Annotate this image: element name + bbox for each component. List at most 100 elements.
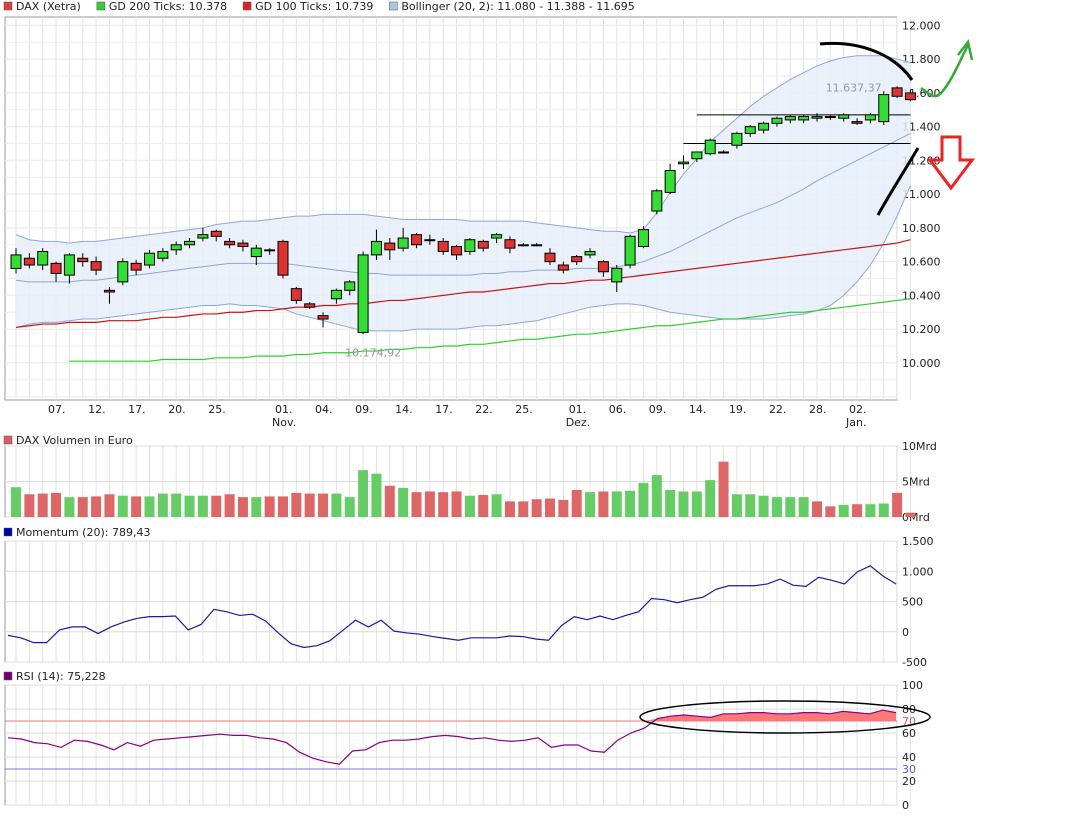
candle-body (704, 139, 716, 155)
price-ytick-label: 10.400 (902, 289, 941, 302)
candle-body (504, 239, 516, 249)
x-tick-label: 20. (168, 403, 186, 416)
candle (531, 243, 543, 247)
volume-bar (51, 492, 62, 517)
volume-bar (665, 490, 676, 517)
candle-body (477, 240, 489, 249)
bollinger-band (16, 55, 911, 331)
candle (130, 259, 142, 276)
candle-body (824, 116, 836, 119)
volume-bar (771, 497, 782, 517)
candle-body (37, 251, 49, 266)
candle-body (531, 244, 543, 247)
candle (557, 261, 569, 274)
x-tick-label: 12. (88, 403, 106, 416)
candle (731, 131, 743, 149)
candle (477, 239, 489, 252)
volume-bar (611, 491, 622, 517)
volume-bar (411, 492, 422, 517)
volume-ytick-label: 5Mrd (902, 476, 930, 489)
candle-body (758, 122, 770, 131)
candle-body (451, 245, 463, 256)
candle-body (864, 114, 876, 121)
x-tick-label: 25. (515, 403, 533, 416)
volume-bar (758, 495, 769, 517)
candle (277, 239, 289, 279)
candle-body (264, 249, 276, 252)
price-ytick-label: 11.000 (902, 188, 941, 201)
candle-body (50, 262, 62, 274)
volume-bar (398, 487, 409, 517)
volume-bar (304, 493, 315, 517)
candle (264, 248, 276, 255)
x-tick-label: 28. (809, 403, 827, 416)
candle (23, 253, 35, 269)
volume-bar (424, 491, 435, 517)
x-tick-label: 17. (128, 403, 146, 416)
candle-body (878, 94, 890, 123)
legend-swatch (3, 671, 13, 681)
candle-body (718, 151, 730, 154)
candle (664, 163, 676, 195)
candle (144, 249, 155, 269)
candle (170, 241, 182, 255)
candle-body (237, 242, 249, 247)
candle (451, 244, 463, 260)
candle-body (210, 230, 222, 237)
x-tick-label: 02. (849, 403, 867, 416)
volume-bar (77, 497, 88, 517)
candle-body (170, 244, 182, 251)
candle (330, 288, 342, 304)
volume-bar (558, 499, 569, 517)
rsi-ytick-label: 30 (902, 763, 916, 776)
volume-bar (157, 493, 168, 517)
candle (344, 280, 356, 296)
volume-bar (131, 496, 142, 517)
rsi-ytick-label: 60 (902, 727, 916, 740)
candle (304, 302, 316, 309)
candle-body (411, 234, 422, 246)
volume-bar (705, 480, 716, 517)
price-ytick-label: 10.000 (902, 357, 941, 370)
candle (250, 244, 262, 266)
candle-body (784, 116, 796, 121)
candle (678, 155, 689, 169)
volume-bar (638, 482, 649, 517)
momentum-line (7, 565, 897, 649)
rsi-overbought-fill (8, 710, 896, 721)
candle-body (571, 256, 583, 263)
x-month-label: Jan. (845, 416, 866, 429)
x-tick-label: 01. (569, 403, 587, 416)
candle-body (424, 239, 436, 242)
candle (437, 238, 449, 255)
x-tick-label: 06. (609, 403, 627, 416)
candle (37, 248, 49, 271)
candle-body (290, 288, 302, 301)
candle (103, 286, 115, 304)
volume-bar (545, 498, 555, 517)
candle-body (10, 254, 22, 269)
volume-bar (878, 503, 889, 517)
momentum-ytick-label: 500 (902, 596, 923, 609)
candle (210, 229, 222, 242)
volume-bar (531, 499, 542, 517)
candle-body (851, 121, 863, 124)
candle-body (771, 117, 783, 124)
candle-body (63, 254, 75, 276)
x-tick-label: 19. (729, 403, 747, 416)
candle (50, 261, 62, 282)
candle-body (798, 116, 810, 121)
volume-bar (358, 470, 369, 517)
x-tick-label: 22. (769, 403, 787, 416)
volume-bar (905, 512, 916, 517)
black-arc-top-drawing (819, 41, 914, 81)
candle (117, 258, 129, 286)
momentum-ytick-label: 1.500 (902, 535, 934, 548)
rsi-legend-label: RSI (14): 75,228 (16, 670, 106, 683)
volume-bar (24, 494, 35, 517)
volume-bar (11, 487, 21, 517)
black-arc-bottom-drawing (876, 147, 920, 216)
candle-body (744, 126, 756, 134)
candle (704, 138, 716, 156)
